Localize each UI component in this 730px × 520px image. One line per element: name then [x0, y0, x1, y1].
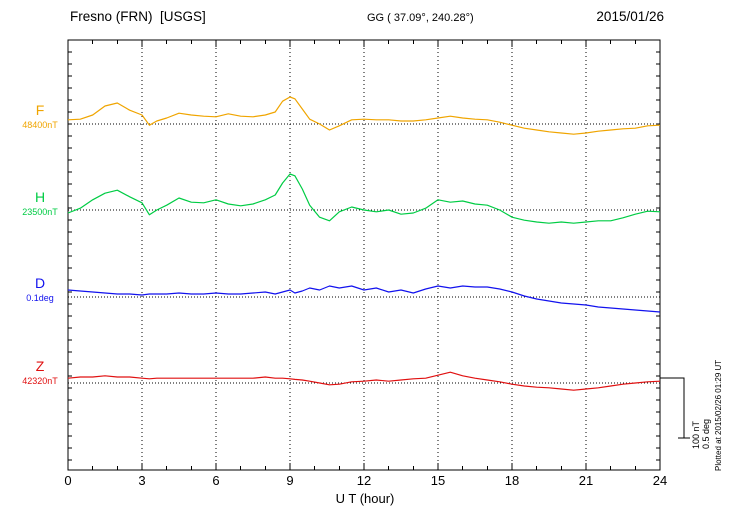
x-tick-label: 12: [357, 473, 371, 488]
axis-ticks: [68, 40, 660, 470]
x-tick-label: 9: [286, 473, 293, 488]
channel-block-z: Z 42320nT: [8, 358, 72, 387]
traces: [67, 96, 661, 391]
channel-block-f: F 48400nT: [8, 102, 72, 131]
trace-f: [67, 96, 661, 135]
channel-baseline-z: 42320nT: [22, 376, 58, 386]
channel-baseline-f: 48400nT: [22, 120, 58, 130]
channel-label-d: D: [34, 275, 46, 291]
plot-date: 2015/01/26: [596, 9, 664, 24]
channel-label-h: H: [34, 189, 46, 205]
x-tick-label: 21: [579, 473, 593, 488]
x-axis-title: U T (hour): [335, 491, 395, 506]
channel-label-z: Z: [35, 358, 45, 374]
scale-bar: [660, 377, 690, 439]
scale-label-deg: 0.5 deg: [701, 418, 711, 449]
x-tick-label: 0: [64, 473, 71, 488]
x-tick-label: 6: [212, 473, 219, 488]
trace-d: [67, 285, 661, 313]
plotted-at-note: Plotted at 2015/02/26 01:29 UT: [714, 359, 723, 471]
trace-z: [67, 371, 661, 391]
x-tick-label: 3: [138, 473, 145, 488]
x-tick-label: 24: [653, 473, 667, 488]
channel-label-f: F: [35, 102, 45, 118]
x-tick-labels: 0 3 6 9 12 15 18 21 24: [64, 473, 667, 488]
geographic-coords: GG ( 37.09°, 240.28°): [367, 12, 474, 24]
channel-baseline-d: 0.1deg: [26, 293, 54, 303]
scale-bar-labels: 100 nT 0.5 deg: [691, 419, 711, 449]
channel-block-h: H 23500nT: [8, 189, 72, 218]
scale-label-nt: 100 nT: [691, 420, 701, 449]
channel-block-d: D 0.1deg: [8, 275, 72, 304]
station-title: Fresno (FRN) [USGS]: [70, 9, 206, 24]
channel-baseline-h: 23500nT: [22, 207, 58, 217]
x-tick-label: 15: [431, 473, 445, 488]
trace-h: [67, 173, 661, 224]
x-tick-label: 18: [505, 473, 519, 488]
grid-lines: [141, 40, 587, 470]
